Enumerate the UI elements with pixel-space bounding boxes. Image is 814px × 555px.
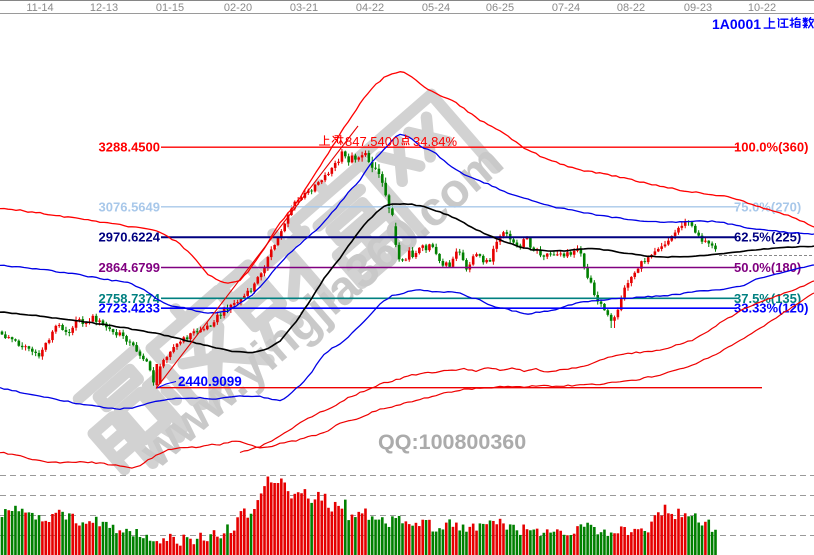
svg-text:2758.7374: 2758.7374 — [99, 291, 161, 306]
svg-text:02-20: 02-20 — [224, 2, 252, 14]
svg-text:34.84%: 34.84% — [413, 134, 458, 149]
svg-text:12-13: 12-13 — [90, 2, 118, 14]
svg-text:2440.9099: 2440.9099 — [178, 374, 242, 389]
svg-text:2864.6799: 2864.6799 — [99, 260, 160, 275]
svg-text:01-15: 01-15 — [156, 2, 184, 14]
svg-text:05-24: 05-24 — [422, 2, 450, 14]
svg-text:37.5%(135): 37.5%(135) — [734, 291, 801, 306]
svg-text:11-14: 11-14 — [26, 2, 53, 14]
svg-text:3076.5649: 3076.5649 — [99, 199, 160, 214]
svg-text:04-22: 04-22 — [356, 2, 384, 14]
svg-text:07-24: 07-24 — [552, 2, 580, 14]
svg-text:09-23: 09-23 — [684, 2, 712, 14]
svg-text:2970.6224: 2970.6224 — [99, 230, 161, 245]
svg-text:QQ:100800360: QQ:100800360 — [378, 430, 526, 454]
svg-text:62.5%(225): 62.5%(225) — [734, 230, 801, 245]
svg-text:08-22: 08-22 — [617, 2, 645, 14]
svg-text:100.0%(360): 100.0%(360) — [734, 140, 808, 155]
svg-text:03-21: 03-21 — [290, 2, 318, 14]
svg-text:10-22: 10-22 — [748, 2, 776, 14]
svg-text:33.33%(120): 33.33%(120) — [734, 301, 808, 316]
svg-text:847.5400: 847.5400 — [345, 134, 399, 149]
svg-text:06-25: 06-25 — [486, 2, 514, 14]
svg-text:50.0%(180): 50.0%(180) — [734, 260, 801, 275]
svg-text:3288.4500: 3288.4500 — [99, 140, 160, 155]
svg-text:75.0%(270): 75.0%(270) — [734, 199, 801, 214]
svg-text:1A0001: 1A0001 — [712, 16, 761, 32]
svg-text:2723.4233: 2723.4233 — [99, 301, 160, 316]
